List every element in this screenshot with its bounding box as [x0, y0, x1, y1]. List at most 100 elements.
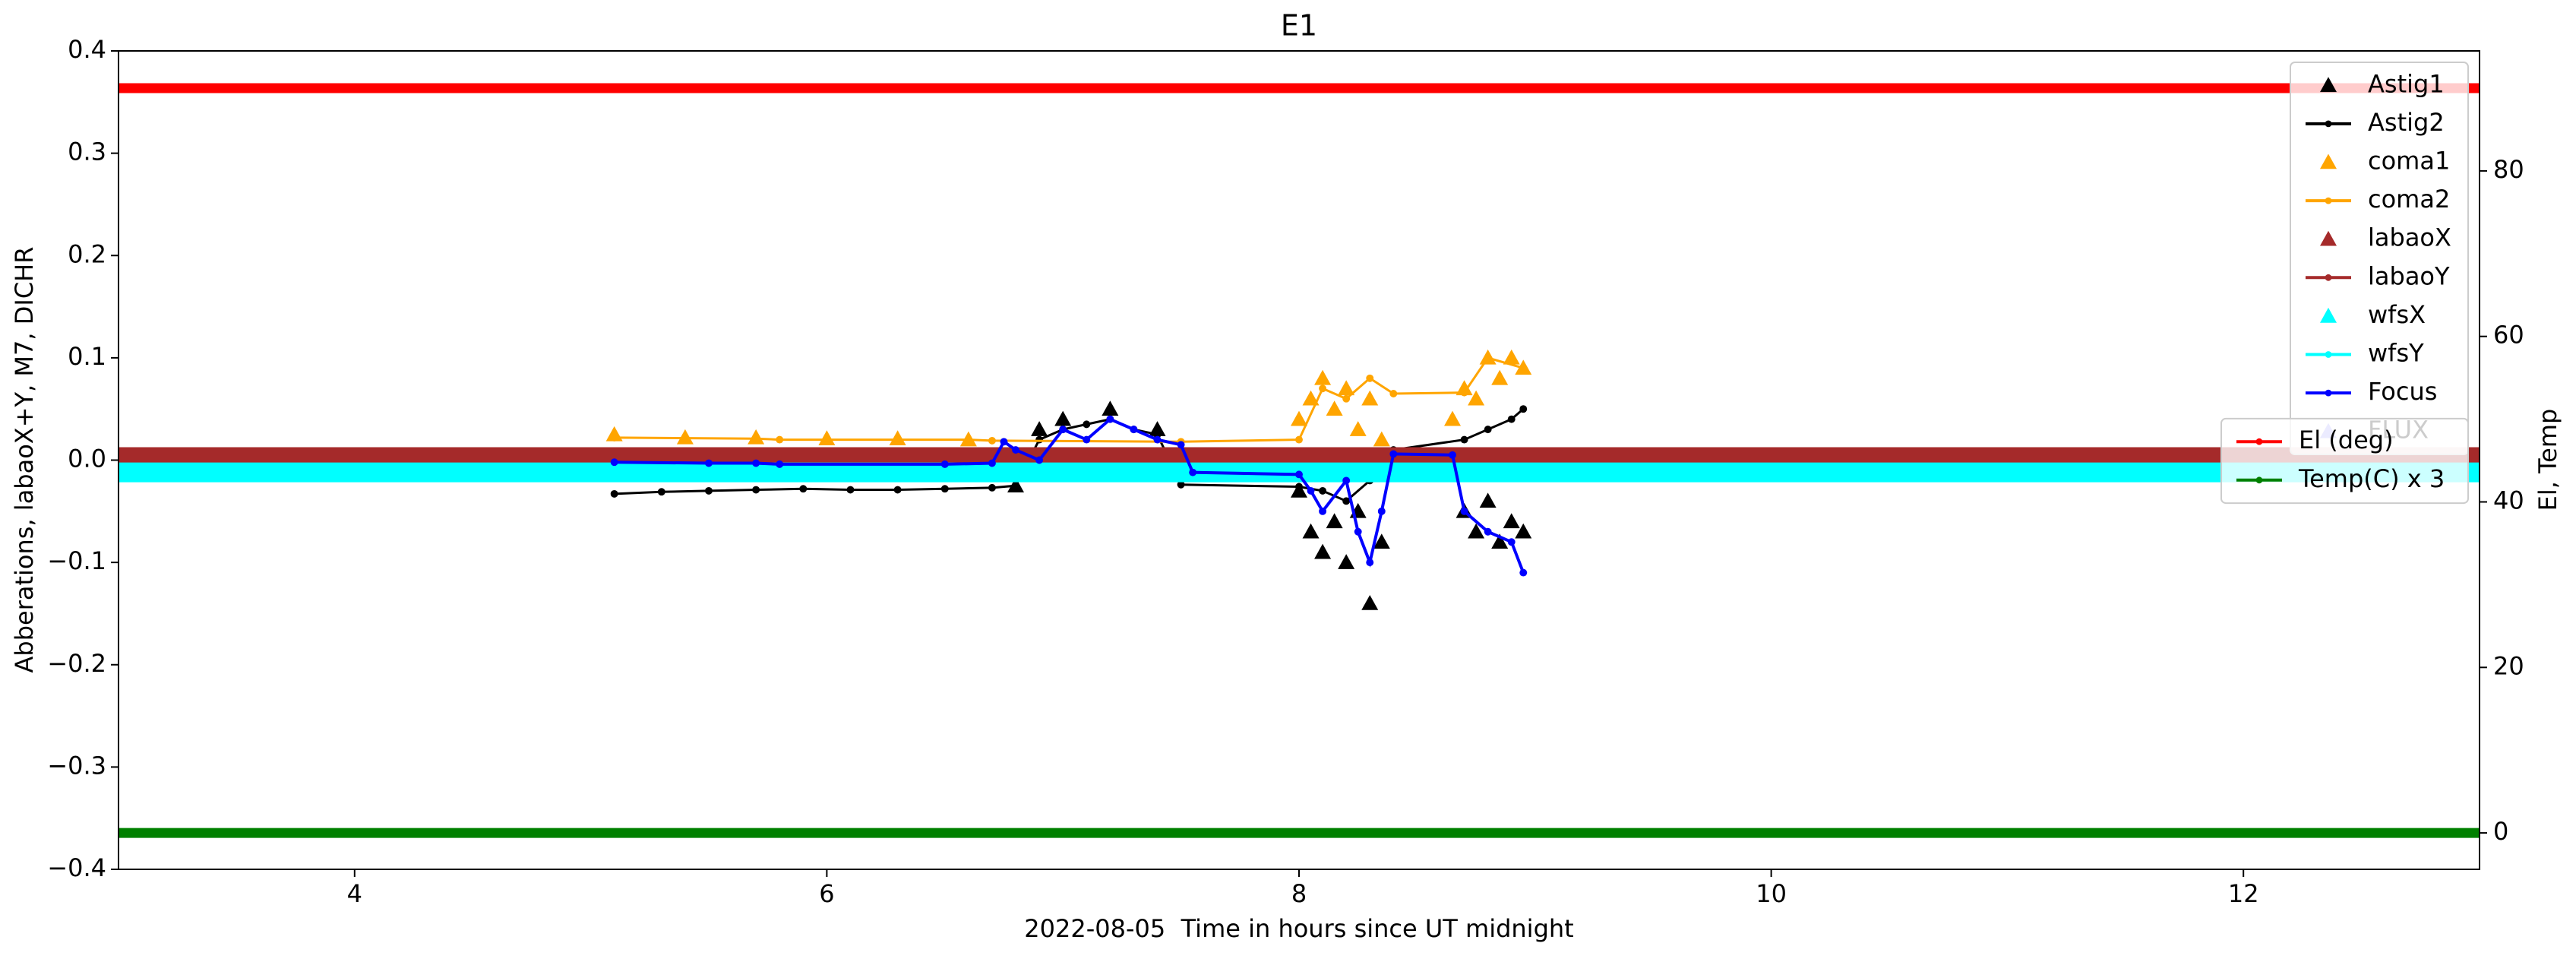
legend-label: wfsY — [2368, 339, 2424, 368]
marker — [1130, 426, 1138, 434]
marker — [1342, 476, 1351, 485]
legend-label: Focus — [2368, 377, 2437, 406]
marker — [1189, 468, 1197, 476]
marker — [1460, 435, 1468, 444]
x-axis-label: 2022-08-05 Time in hours since UT midnig… — [1024, 914, 1573, 943]
y2-tick-label: 60 — [2493, 321, 2524, 350]
y-axis-label: Abberations, labaoX+Y, M7, DICHR — [10, 247, 39, 673]
marker — [1314, 543, 1332, 559]
marker — [1366, 374, 1374, 382]
marker — [846, 486, 855, 494]
marker — [1000, 438, 1008, 446]
marker — [1153, 435, 1162, 444]
marker — [1012, 446, 1019, 454]
marker — [1338, 380, 1355, 396]
marker — [1314, 369, 1332, 385]
marker — [1177, 480, 1185, 489]
marker — [610, 489, 618, 498]
marker — [1106, 415, 1114, 423]
marker — [1484, 426, 1492, 434]
marker — [988, 459, 996, 467]
marker — [964, 435, 972, 444]
marker — [1342, 394, 1351, 403]
marker — [2320, 307, 2337, 323]
marker — [1319, 507, 1327, 515]
x-tick-label: 4 — [347, 879, 362, 908]
marker — [1491, 369, 1509, 385]
marker — [752, 486, 760, 494]
marker — [1102, 400, 1119, 416]
legend-label: El (deg) — [2299, 426, 2394, 454]
legend-label: Temp(C) x 3 — [2298, 464, 2445, 493]
legend-label: wfsX — [2368, 300, 2426, 329]
marker — [1449, 451, 1456, 459]
chart-title: E1 — [1281, 9, 1317, 43]
marker — [2325, 274, 2332, 281]
y2-tick-label: 20 — [2493, 651, 2524, 680]
marker — [1519, 405, 1528, 413]
marker — [1460, 388, 1468, 397]
x-tick-label: 6 — [819, 879, 834, 908]
marker — [893, 486, 902, 494]
y-tick-label: 0.0 — [68, 445, 106, 473]
marker — [1366, 559, 1374, 567]
marker — [1059, 426, 1067, 434]
legend: El (deg) Temp(C) x 3 — [2220, 417, 2469, 505]
marker — [1319, 486, 1327, 495]
marker — [1484, 353, 1492, 362]
y2-tick-label: 0 — [2493, 817, 2508, 846]
marker — [705, 459, 713, 467]
legend-box — [2220, 417, 2469, 505]
marker — [1491, 533, 1509, 549]
legend-label: Astig2 — [2368, 108, 2445, 137]
marker — [1468, 390, 1485, 406]
marker — [1519, 364, 1528, 372]
marker — [610, 433, 618, 442]
marker — [1326, 513, 1343, 529]
marker — [2320, 77, 2337, 93]
marker — [1507, 415, 1516, 423]
marker — [1149, 421, 1166, 436]
plot-area — [119, 83, 2480, 838]
legend-label: Astig1 — [2368, 69, 2445, 98]
marker — [1054, 410, 1072, 426]
marker — [1031, 421, 1048, 436]
y-tick-label: −0.2 — [47, 649, 106, 678]
marker — [752, 459, 760, 467]
marker — [1354, 527, 1362, 536]
marker — [1307, 486, 1315, 495]
x-tick-label: 10 — [1756, 879, 1787, 908]
x-tick-label: 12 — [2228, 879, 2259, 908]
marker — [1503, 349, 1520, 365]
marker — [1035, 456, 1044, 464]
marker — [2255, 476, 2263, 484]
marker — [1177, 441, 1185, 449]
y-tick-label: 0.4 — [68, 35, 106, 64]
series-line — [614, 356, 1524, 443]
marker — [818, 430, 836, 446]
marker — [799, 485, 808, 493]
marker — [1456, 380, 1473, 396]
legend-label: coma2 — [2368, 185, 2450, 214]
marker — [2325, 120, 2332, 128]
marker — [1295, 435, 1303, 444]
marker — [940, 460, 949, 468]
marker — [610, 458, 618, 467]
marker — [1479, 492, 1497, 508]
marker — [705, 486, 713, 495]
legend-label: labaoY — [2368, 261, 2450, 290]
marker — [2325, 351, 2332, 358]
y2-tick-label: 80 — [2493, 155, 2524, 184]
y-tick-label: 0.2 — [68, 239, 106, 268]
marker — [1083, 420, 1091, 429]
marker — [2255, 438, 2263, 445]
y-tick-label: −0.1 — [47, 546, 106, 575]
marker — [1012, 482, 1019, 490]
marker — [1373, 533, 1390, 549]
marker — [1361, 594, 1379, 610]
marker — [2320, 154, 2337, 169]
legend-label: coma1 — [2368, 147, 2450, 176]
marker — [1302, 523, 1320, 539]
y-tick-label: −0.4 — [47, 853, 106, 882]
